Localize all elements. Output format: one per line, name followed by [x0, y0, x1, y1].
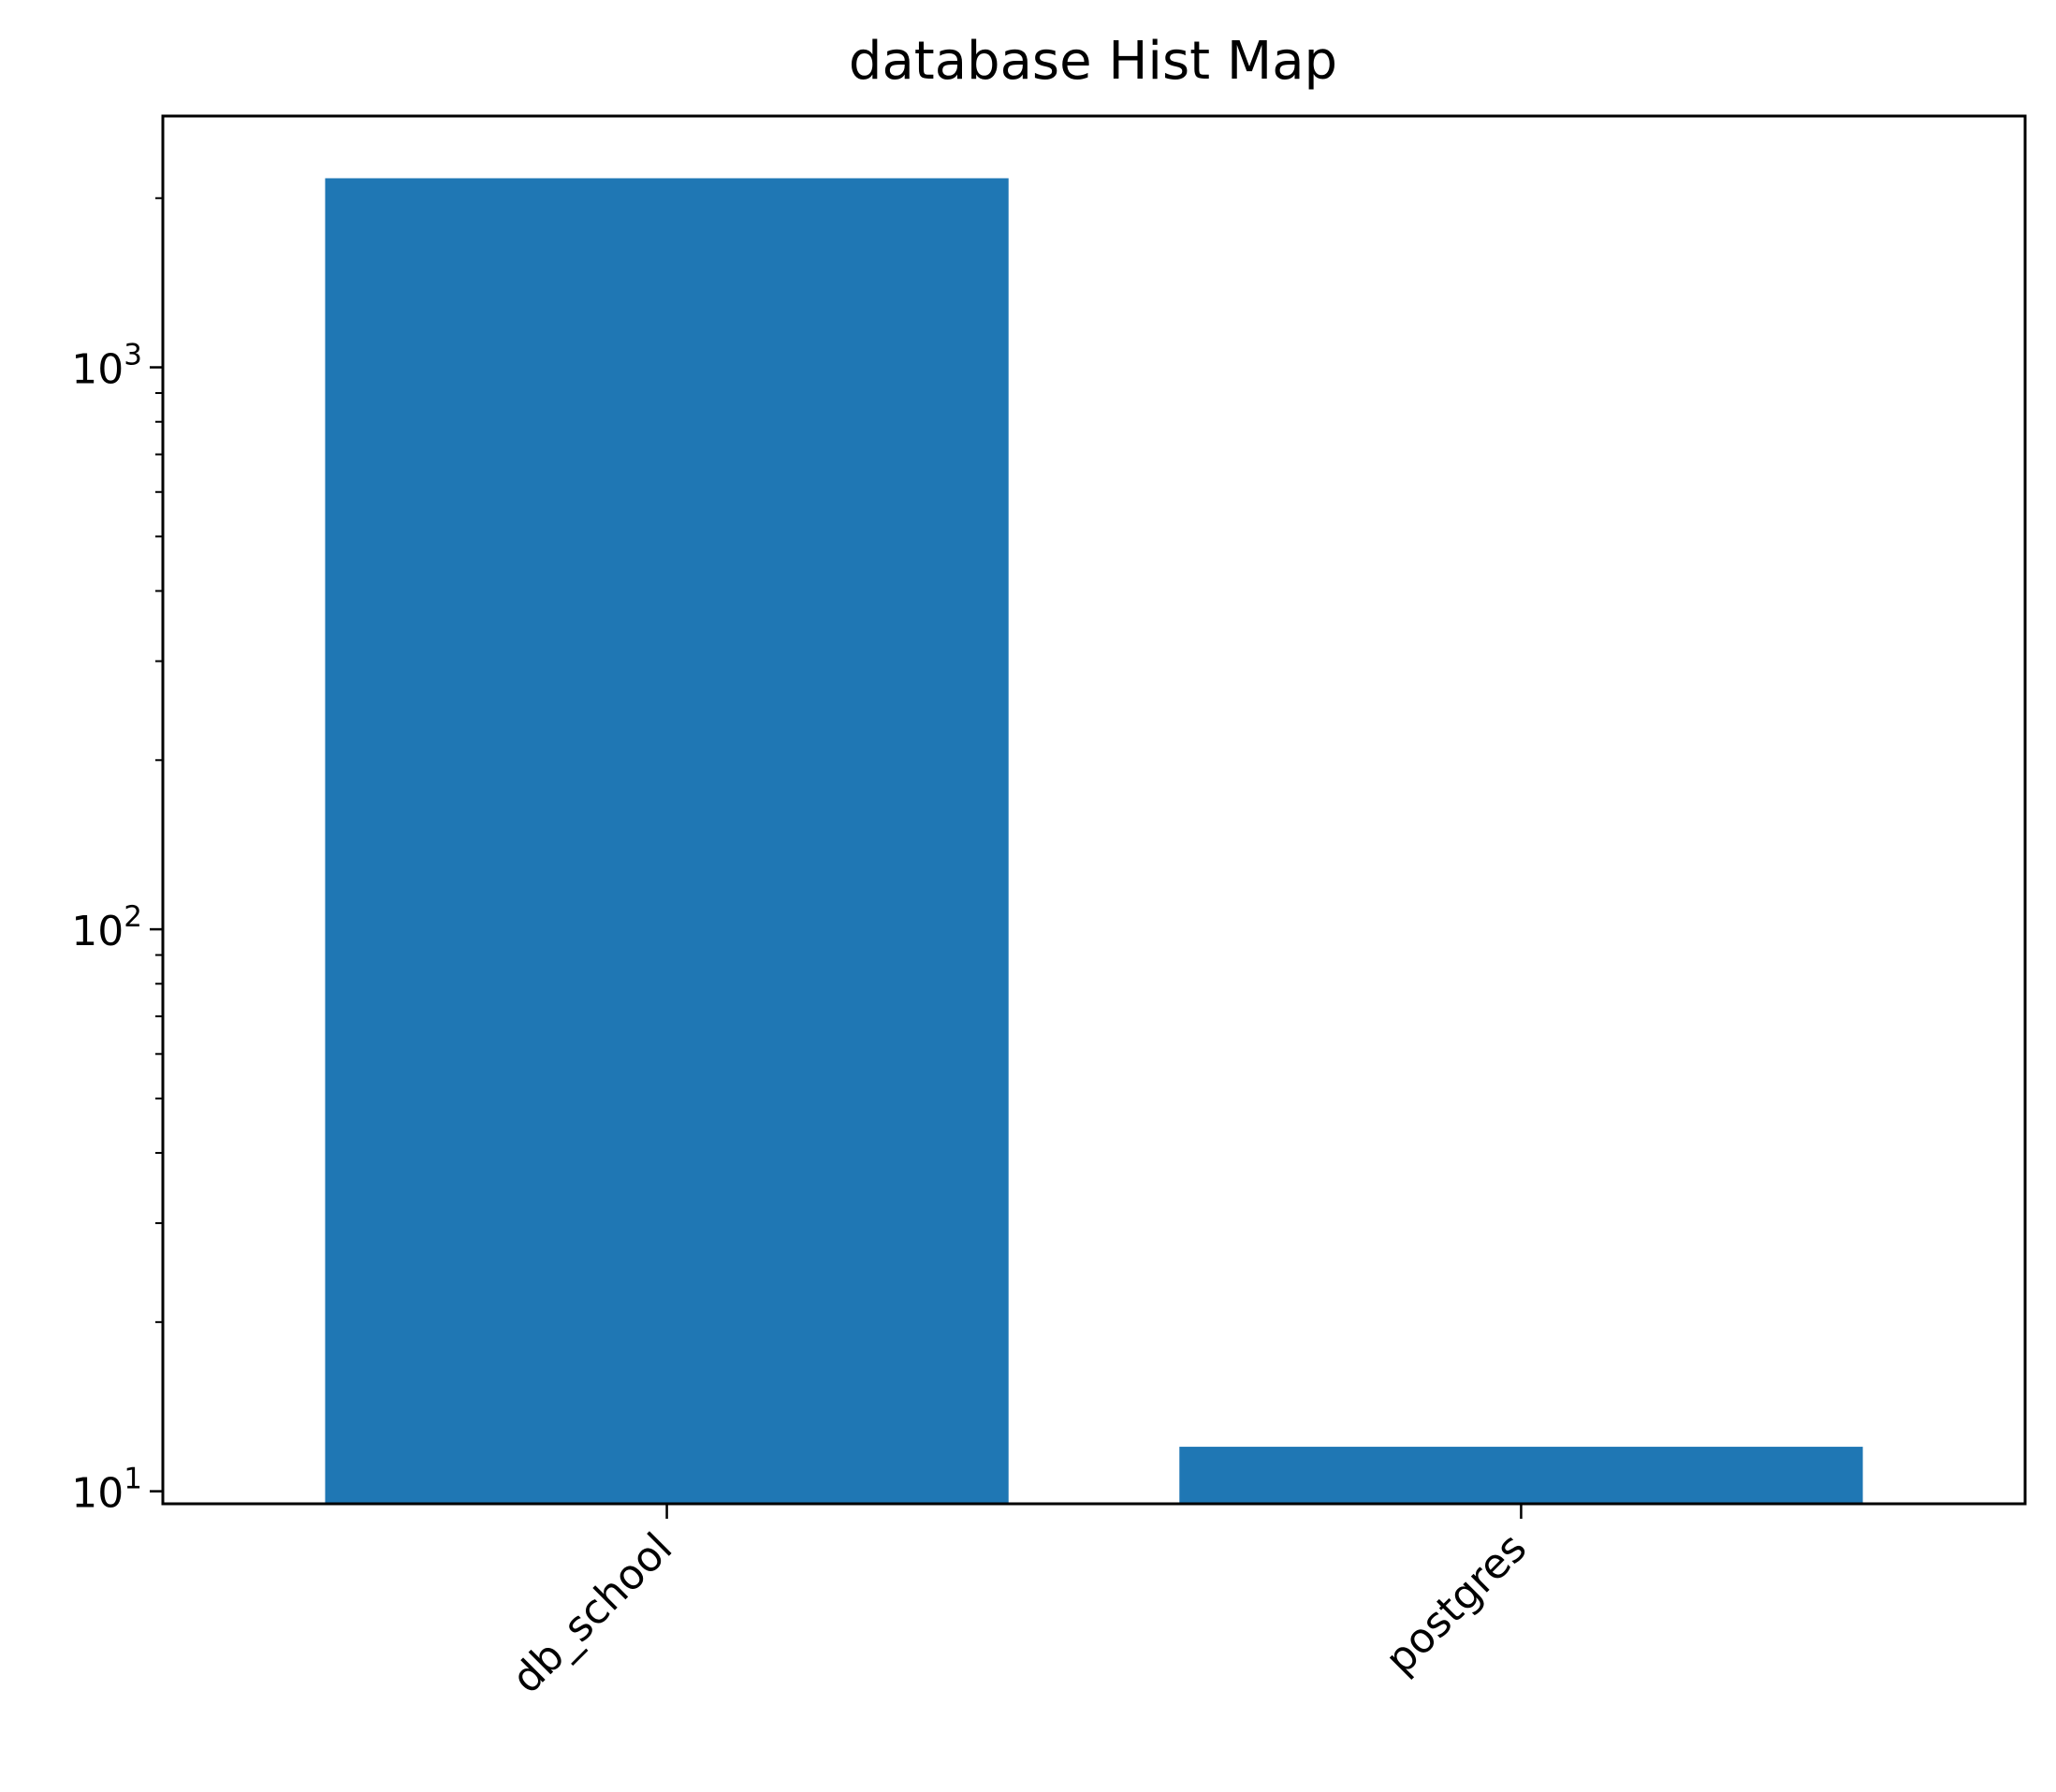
y-tick-label: 101 [71, 1463, 142, 1518]
bar-postgres [1179, 1447, 1863, 1504]
y-tick-label: 103 [71, 339, 142, 394]
plot-frame [161, 114, 2027, 1506]
bars-layer [325, 178, 1863, 1505]
chart-title: database Hist Map [849, 31, 1337, 92]
y-tick-label: 102 [71, 900, 142, 955]
bar-db-school [325, 178, 1009, 1505]
